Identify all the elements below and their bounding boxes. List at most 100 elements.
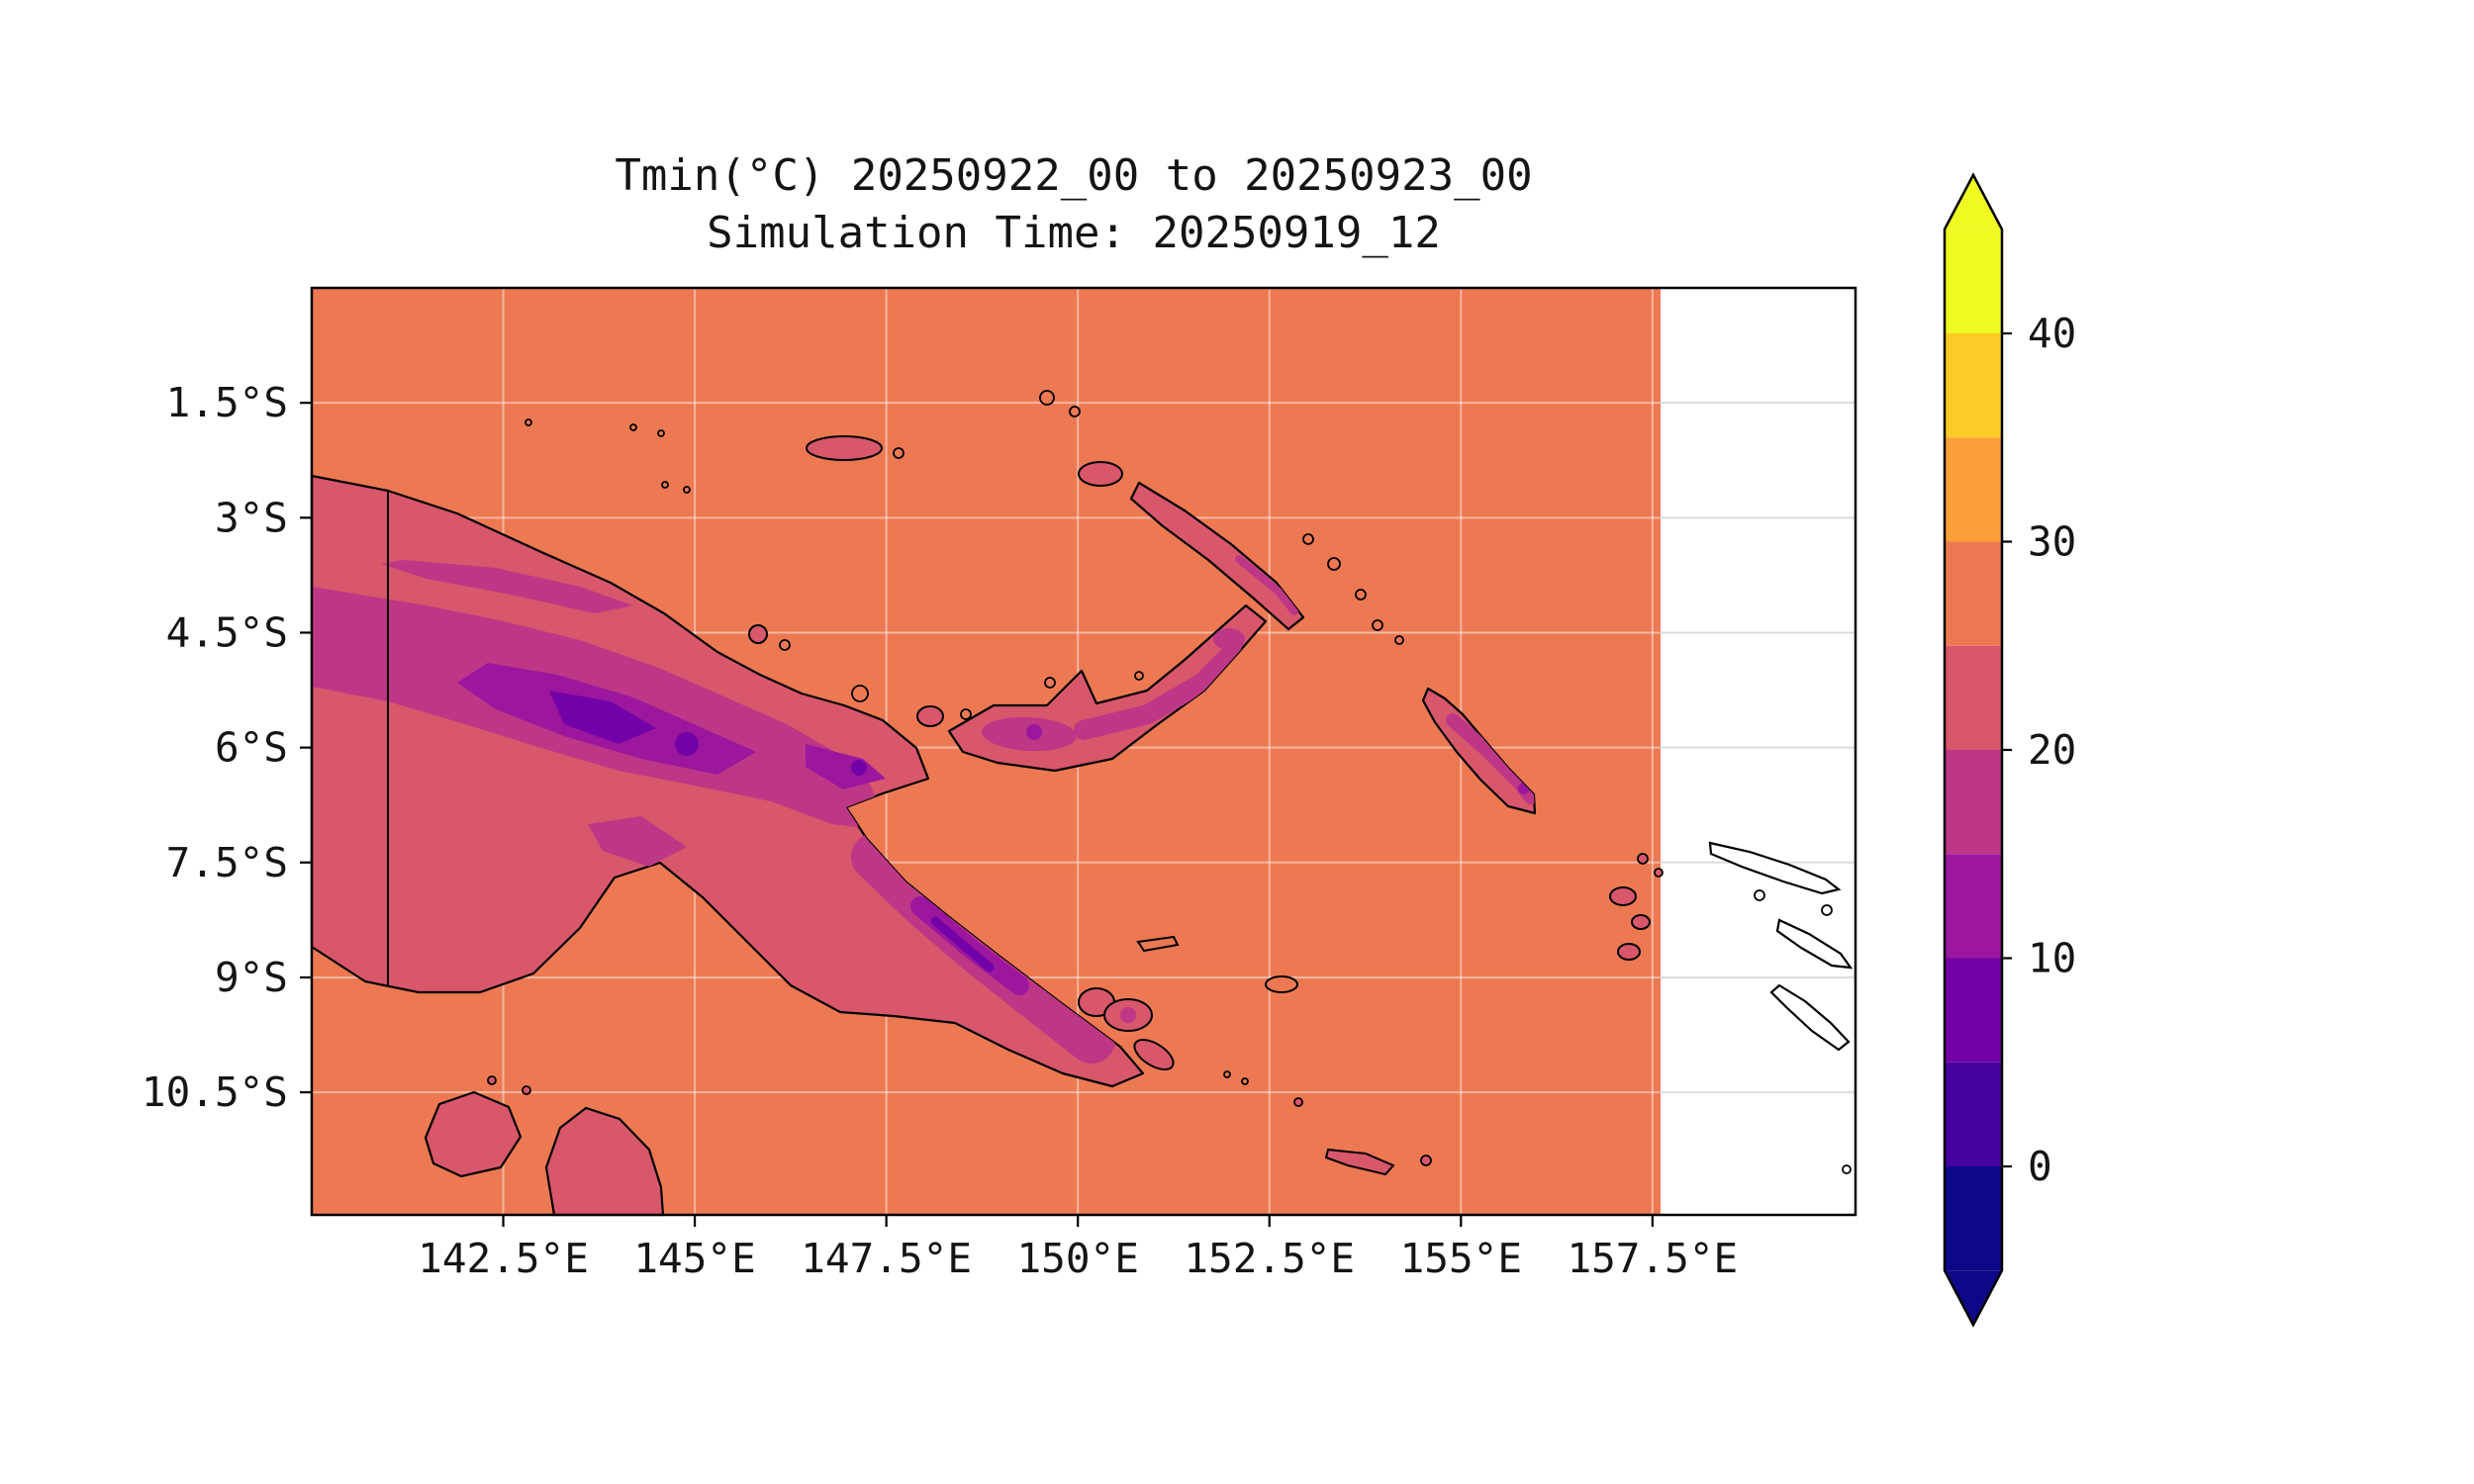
island-white-3 (1842, 1164, 1852, 1174)
colorbar-band-6 (1945, 541, 2002, 646)
colorbar-tick-label-1: 10 (2028, 935, 2076, 982)
island-torres-1 (487, 1075, 497, 1085)
contour-highest-peaks (549, 691, 656, 744)
new-ireland-terrain (1235, 555, 1298, 615)
island-witu (1044, 677, 1056, 689)
coastline-new-georgia-2 (1631, 914, 1651, 930)
mainland-terrain-bands (312, 476, 1115, 1086)
contour-southern-highlands (588, 816, 687, 867)
contour-huon-peak (851, 760, 867, 776)
land-layer (310, 390, 1854, 1217)
x-tick-label-3: 150°E (1016, 1235, 1138, 1282)
island-bagabag (779, 639, 791, 651)
colorbar-band-4 (1945, 750, 2002, 855)
contour-fergusson-peak (1120, 1007, 1136, 1023)
colorbar-band-1 (1945, 1062, 2002, 1166)
y-tick-label-4: 7.5°S (166, 839, 288, 886)
colorbar-band-0 (1945, 1166, 2002, 1271)
new-britain-terrain (982, 628, 1245, 752)
coastline-new-ireland (1129, 481, 1305, 631)
coastline-choiseul (1708, 841, 1842, 895)
island-long (851, 685, 869, 702)
contour-huon-range (806, 744, 886, 789)
y-tick-label-6: 10.5°S (142, 1068, 288, 1116)
island-ninigo (629, 423, 637, 431)
no-data-region (1661, 288, 1856, 1215)
island-schouten-1 (683, 486, 691, 494)
x-tick-label-0: 142.5°E (418, 1235, 589, 1282)
coastline-kiriwina (1136, 935, 1180, 953)
island-mussau (1039, 390, 1055, 406)
y-tick-label-1: 3°S (215, 494, 288, 541)
island-feni (1372, 619, 1383, 631)
contour-new-ireland-ridge (1235, 555, 1298, 615)
x-tick-label-5: 155°E (1400, 1235, 1522, 1282)
island-torres-2 (522, 1085, 531, 1095)
contour-owen-stanley-peak (930, 916, 995, 973)
island-wuvulu (524, 418, 532, 426)
island-lihir (1327, 557, 1341, 571)
island-schouten-2 (661, 481, 669, 489)
y-tick-label-5: 9°S (215, 954, 288, 1001)
coastline-normanby (1133, 1039, 1175, 1070)
island-emirau (1069, 406, 1081, 417)
colorbar-arrow-over (1945, 174, 2002, 230)
colorbar-tick-label-4: 40 (2028, 310, 2076, 357)
coastline-tagula (1324, 1148, 1395, 1176)
coastline-torres-islands (424, 1090, 523, 1178)
colorbar: 0 10 20 30 40 (1943, 172, 2076, 1328)
colorbar-band-3 (1945, 854, 2002, 959)
island-tanga (1355, 589, 1367, 601)
colorbar-tick-label-3: 30 (2028, 518, 2076, 566)
axes: 142.5°E 145°E 147.5°E 150°E 152.5°E 155°E 157.… (142, 379, 1738, 1282)
chart-subtitle: Simulation Time: 20250919_12 (707, 208, 1441, 258)
contour-north-coast-ranges (381, 560, 633, 613)
island-white-1 (1754, 889, 1765, 901)
coastline-karkar (748, 624, 768, 644)
coastline-santa-isabel (1775, 918, 1854, 970)
contour-peak-blob (675, 732, 699, 756)
small-islands (487, 390, 1852, 1174)
colorbar-outline (1943, 172, 2004, 1328)
colorbar-arrow-under (1945, 1270, 2002, 1326)
contour-new-britain-ridge (1074, 643, 1242, 740)
coastline-manus (806, 435, 883, 461)
island-hermit (657, 429, 665, 437)
contour-new-britain-peak (1026, 724, 1042, 740)
colorbar-band-2 (1945, 958, 2002, 1063)
island-conflict-2 (1241, 1077, 1249, 1085)
x-tick-label-4: 152.5°E (1184, 1235, 1355, 1282)
colorbar-tick-label-0: 0 (2028, 1143, 2052, 1190)
island-sakar (960, 708, 972, 720)
island-lolobau (1134, 671, 1144, 681)
y-tick-label-3: 6°S (215, 724, 288, 772)
coastline-new-georgia-3 (1617, 943, 1641, 961)
y-tick-label-2: 4.5°S (166, 608, 288, 656)
colorbar-band-9 (1945, 229, 2002, 333)
colorbar-band-5 (1945, 645, 2002, 750)
island-shortland-2 (1654, 868, 1664, 878)
coastline-umboi (916, 705, 944, 727)
y-tick-label-0: 1.5°S (166, 379, 288, 426)
x-tick-label-6: 157.5°E (1567, 1235, 1738, 1282)
island-shortland-1 (1637, 853, 1649, 865)
contour-gazelle (1213, 628, 1245, 650)
x-tick-label-2: 147.5°E (801, 1235, 972, 1282)
coastline-new-georgia-1 (1609, 886, 1637, 906)
island-nissan (1394, 635, 1404, 645)
coastline-cape-york (544, 1106, 665, 1217)
colorbar-band-7 (1945, 437, 2002, 542)
island-misima (1293, 1097, 1303, 1107)
coastline-malaita (1769, 983, 1851, 1052)
colorbar-tick-label-2: 20 (2028, 726, 2076, 774)
x-tick-label-1: 145°E (633, 1235, 755, 1282)
coastline-new-hanover (1078, 461, 1123, 487)
island-tabar (1302, 533, 1314, 545)
chart-title: Tmin(°C) 20250922_00 to 20250923_00 (615, 150, 1533, 201)
colorbar-band-8 (1945, 333, 2002, 438)
plot-border (310, 286, 1857, 1217)
island-rossel (1420, 1155, 1432, 1166)
island-rambutyo (893, 447, 904, 459)
coastline-woodlark (1265, 975, 1298, 993)
